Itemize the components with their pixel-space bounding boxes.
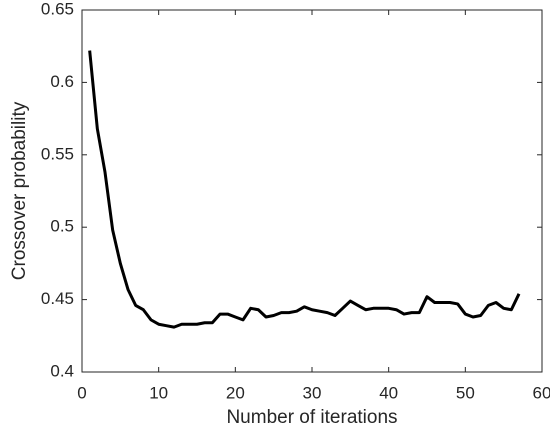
x-tick-label: 10 (149, 383, 168, 402)
x-tick-label: 30 (303, 383, 322, 402)
data-line (88, 50, 521, 329)
x-axis-label: Number of iterations (226, 407, 397, 428)
y-tick-label: 0.5 (50, 217, 74, 236)
x-tick-label: 0 (77, 383, 86, 402)
x-tick-label: 20 (226, 383, 245, 402)
y-axis-label: Crossover probability (9, 101, 30, 280)
x-tick-label: 50 (456, 383, 475, 402)
y-tick-label: 0.6 (50, 72, 74, 91)
y-tick-label: 0.65 (41, 0, 74, 18)
y-tick-label: 0.4 (50, 361, 74, 380)
y-tick-label: 0.45 (41, 289, 74, 308)
y-tick-label: 0.55 (41, 144, 74, 163)
x-tick-label: 40 (379, 383, 398, 402)
x-tick-label: 60 (533, 383, 550, 402)
